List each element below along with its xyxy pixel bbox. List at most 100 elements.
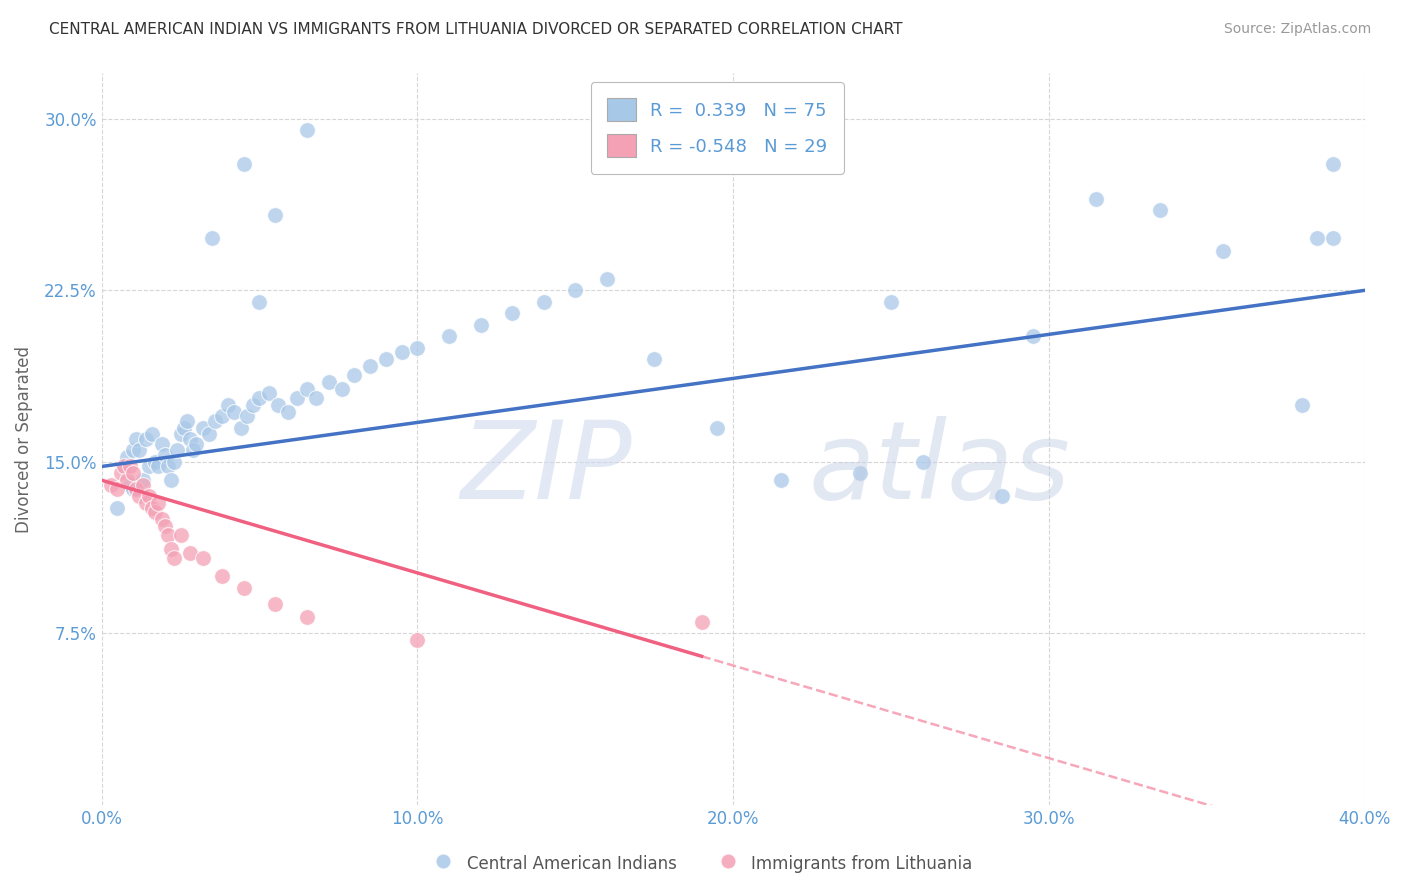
Point xyxy=(173,420,195,434)
Legend: Central American Indians, Immigrants from Lithuania: Central American Indians, Immigrants fro… xyxy=(426,847,980,880)
Point xyxy=(153,448,176,462)
Point xyxy=(224,404,246,418)
Point xyxy=(277,404,299,418)
Point xyxy=(128,443,150,458)
Text: atlas: atlas xyxy=(808,416,1071,521)
Point xyxy=(217,398,239,412)
Point xyxy=(115,450,138,465)
Point xyxy=(374,351,396,366)
Point xyxy=(533,294,555,309)
Point xyxy=(211,409,233,424)
Point xyxy=(204,414,226,428)
Point xyxy=(690,615,713,629)
Point xyxy=(135,432,157,446)
Point xyxy=(169,528,191,542)
Point xyxy=(643,351,665,366)
Point xyxy=(143,455,166,469)
Point xyxy=(1022,329,1045,343)
Point xyxy=(249,391,271,405)
Text: Source: ZipAtlas.com: Source: ZipAtlas.com xyxy=(1223,22,1371,37)
Point xyxy=(305,391,328,405)
Point xyxy=(179,546,201,560)
Point xyxy=(330,382,353,396)
Point xyxy=(706,420,728,434)
Point xyxy=(596,272,619,286)
Point xyxy=(406,633,429,648)
Point xyxy=(110,467,132,481)
Point xyxy=(131,477,153,491)
Point xyxy=(1212,244,1234,259)
Point xyxy=(115,473,138,487)
Point xyxy=(1291,398,1313,412)
Point xyxy=(295,382,318,396)
Point xyxy=(148,459,170,474)
Legend: R =  0.339   N = 75, R = -0.548   N = 29: R = 0.339 N = 75, R = -0.548 N = 29 xyxy=(591,82,844,174)
Point xyxy=(229,420,252,434)
Point xyxy=(186,436,208,450)
Point xyxy=(122,443,145,458)
Point xyxy=(122,483,145,497)
Point xyxy=(105,483,128,497)
Point xyxy=(122,467,145,481)
Point xyxy=(160,541,183,556)
Point xyxy=(138,459,160,474)
Point xyxy=(135,496,157,510)
Point xyxy=(1322,157,1344,171)
Point xyxy=(100,477,122,491)
Point xyxy=(125,483,148,497)
Point xyxy=(131,473,153,487)
Point xyxy=(911,455,934,469)
Point xyxy=(191,551,214,566)
Point xyxy=(1322,230,1344,244)
Point xyxy=(406,341,429,355)
Point xyxy=(318,375,340,389)
Point xyxy=(343,368,366,382)
Point xyxy=(150,512,173,526)
Point xyxy=(236,409,259,424)
Point xyxy=(128,489,150,503)
Point xyxy=(141,427,163,442)
Point xyxy=(848,467,870,481)
Point xyxy=(112,459,135,474)
Point xyxy=(501,306,523,320)
Point xyxy=(169,427,191,442)
Text: ZIP: ZIP xyxy=(461,416,633,521)
Point xyxy=(249,294,271,309)
Point xyxy=(141,500,163,515)
Point xyxy=(267,398,290,412)
Point xyxy=(191,420,214,434)
Point xyxy=(138,489,160,503)
Point xyxy=(179,432,201,446)
Point xyxy=(112,459,135,474)
Point xyxy=(153,519,176,533)
Point xyxy=(201,230,224,244)
Point xyxy=(198,427,221,442)
Point xyxy=(143,505,166,519)
Point xyxy=(264,208,287,222)
Point xyxy=(287,391,309,405)
Point xyxy=(148,496,170,510)
Point xyxy=(242,398,264,412)
Point xyxy=(160,473,183,487)
Point xyxy=(437,329,460,343)
Point xyxy=(118,477,141,491)
Point xyxy=(1306,230,1329,244)
Point xyxy=(156,528,179,542)
Point xyxy=(264,597,287,611)
Point xyxy=(295,123,318,137)
Point xyxy=(166,443,188,458)
Point xyxy=(1149,203,1171,218)
Point xyxy=(125,432,148,446)
Point xyxy=(163,551,186,566)
Point xyxy=(163,455,186,469)
Point xyxy=(181,443,204,458)
Point xyxy=(176,414,198,428)
Text: CENTRAL AMERICAN INDIAN VS IMMIGRANTS FROM LITHUANIA DIVORCED OR SEPARATED CORRE: CENTRAL AMERICAN INDIAN VS IMMIGRANTS FR… xyxy=(49,22,903,37)
Point xyxy=(295,610,318,624)
Point xyxy=(211,569,233,583)
Point xyxy=(105,500,128,515)
Point xyxy=(564,283,586,297)
Point xyxy=(232,581,254,595)
Point xyxy=(1085,192,1108,206)
Point xyxy=(232,157,254,171)
